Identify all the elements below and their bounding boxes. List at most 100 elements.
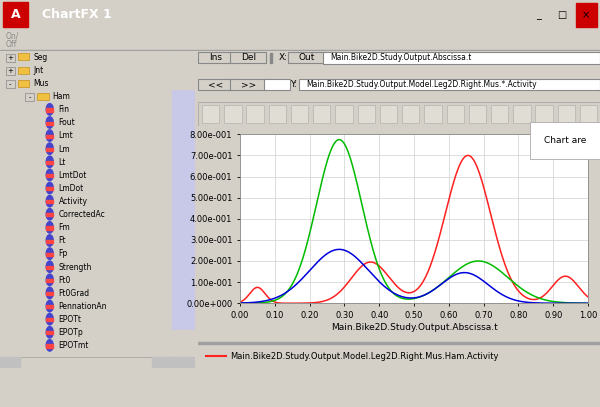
Bar	[552, 3, 573, 27]
Bar	[46, 108, 53, 112]
Bar	[17, 66, 29, 74]
Bar	[198, 342, 600, 344]
Circle shape	[46, 130, 53, 141]
Bar	[224, 105, 242, 123]
Circle shape	[46, 117, 53, 128]
Text: +: +	[7, 55, 13, 61]
Bar	[46, 266, 53, 269]
Bar	[46, 135, 53, 138]
Text: Lm: Lm	[59, 144, 70, 153]
Text: Fin: Fin	[59, 105, 70, 114]
Bar	[46, 253, 53, 256]
Bar	[528, 3, 549, 27]
Bar	[46, 331, 53, 335]
Text: Ft: Ft	[59, 236, 66, 245]
Circle shape	[46, 143, 53, 154]
Bar	[17, 80, 29, 87]
Text: Strength: Strength	[59, 263, 92, 271]
Bar	[6, 67, 14, 75]
Text: LmtDot: LmtDot	[59, 171, 87, 180]
FancyBboxPatch shape	[299, 79, 600, 90]
Bar	[46, 344, 53, 348]
Bar	[46, 279, 53, 282]
Text: Main.Bike2D.Study.Output.Abscissa.t: Main.Bike2D.Study.Output.Abscissa.t	[331, 53, 472, 62]
Bar	[247, 105, 264, 123]
Text: -: -	[9, 81, 11, 88]
Text: EPOTmt: EPOTmt	[59, 341, 89, 350]
Bar	[0, 357, 172, 368]
Bar	[46, 240, 53, 243]
Text: ×: ×	[582, 10, 590, 20]
Bar	[46, 174, 53, 177]
FancyBboxPatch shape	[198, 79, 234, 90]
Text: <<: <<	[208, 80, 224, 89]
Bar	[6, 54, 14, 62]
Text: LmDot: LmDot	[59, 184, 84, 193]
Text: Fout: Fout	[59, 118, 75, 127]
Bar	[46, 213, 53, 217]
Text: ChartFX 1: ChartFX 1	[42, 9, 112, 21]
Circle shape	[46, 222, 53, 233]
Text: EPOTt: EPOTt	[59, 315, 82, 324]
Circle shape	[46, 182, 53, 194]
Text: CorrectedAc: CorrectedAc	[59, 210, 105, 219]
Text: Activity: Activity	[59, 197, 88, 206]
Bar	[46, 187, 53, 190]
Bar	[380, 105, 397, 123]
Bar	[25, 93, 34, 101]
Circle shape	[46, 195, 53, 207]
Bar	[3, 2, 28, 27]
Bar	[269, 105, 286, 123]
Bar	[535, 105, 553, 123]
Text: Ins: Ins	[209, 53, 223, 62]
Text: -: -	[28, 94, 31, 101]
Bar	[37, 93, 49, 100]
Bar	[17, 53, 29, 60]
Text: Del: Del	[241, 53, 256, 62]
Text: >>: >>	[241, 80, 256, 89]
Bar	[46, 122, 53, 125]
Bar	[446, 105, 464, 123]
Text: □: □	[557, 10, 567, 20]
Text: Lt: Lt	[59, 158, 66, 166]
Bar	[6, 80, 14, 88]
Text: Out: Out	[298, 53, 315, 62]
Circle shape	[46, 208, 53, 220]
Bar	[172, 51, 195, 368]
Text: Ham: Ham	[53, 92, 71, 101]
Bar	[46, 148, 53, 151]
Bar	[358, 105, 375, 123]
Bar	[580, 105, 597, 123]
Bar	[46, 292, 53, 295]
Bar	[313, 105, 331, 123]
Text: A: A	[11, 9, 20, 21]
Bar	[576, 3, 597, 27]
Circle shape	[46, 248, 53, 259]
Circle shape	[46, 313, 53, 325]
Text: Ft0Grad: Ft0Grad	[59, 289, 89, 298]
Bar	[46, 318, 53, 322]
FancyBboxPatch shape	[230, 53, 266, 63]
Text: Lmt: Lmt	[59, 131, 73, 140]
Bar	[46, 305, 53, 308]
Bar	[172, 51, 195, 89]
Bar	[0, 50, 600, 51]
Bar	[402, 105, 419, 123]
Bar	[172, 357, 195, 368]
Bar	[424, 105, 442, 123]
FancyBboxPatch shape	[230, 79, 266, 90]
Circle shape	[46, 261, 53, 272]
Circle shape	[46, 156, 53, 168]
Bar	[513, 105, 530, 123]
Text: Mus: Mus	[33, 79, 49, 88]
Text: Jnt: Jnt	[33, 66, 43, 75]
FancyBboxPatch shape	[323, 52, 600, 64]
FancyBboxPatch shape	[198, 53, 234, 63]
FancyBboxPatch shape	[265, 79, 290, 90]
Circle shape	[46, 340, 53, 351]
Circle shape	[46, 326, 53, 338]
Circle shape	[46, 235, 53, 246]
Circle shape	[46, 274, 53, 286]
Bar	[46, 200, 53, 204]
Text: Y:: Y:	[290, 80, 298, 89]
